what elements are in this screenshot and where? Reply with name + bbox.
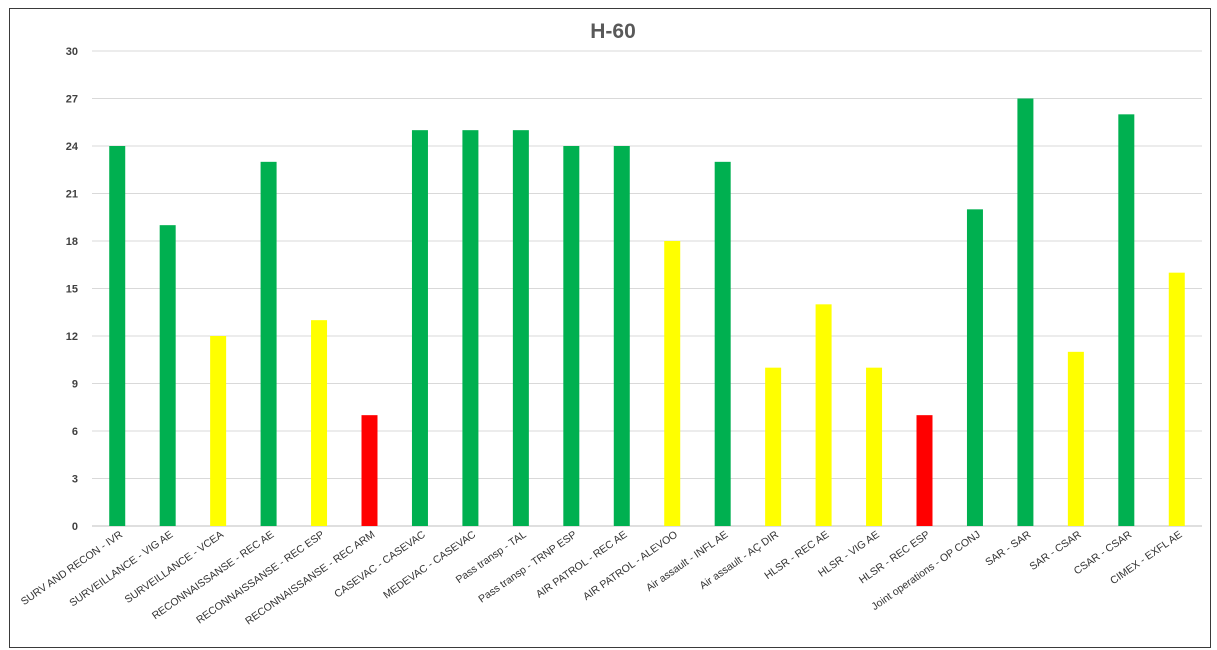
bars (109, 98, 1185, 527)
bar (1067, 351, 1084, 526)
chart-area: 0 3 6 9 12 15 18 21 24 27 30 SURV AND RECON - IVR S… (9, 8, 1211, 648)
bar (1017, 98, 1034, 526)
bar (765, 367, 782, 526)
y-tick-label: 3 (72, 474, 78, 486)
bar (866, 367, 883, 526)
y-tick-label: 12 (66, 331, 78, 343)
chart-title: H-60 (590, 20, 636, 43)
y-tick-label: 27 (66, 94, 78, 106)
bar-chart: 0 3 6 9 12 15 18 21 24 27 30 SURV AND RECON - IVRS… (19, 20, 1202, 627)
bar (1118, 114, 1135, 526)
y-tick-label: 6 (72, 426, 78, 438)
bar (916, 415, 933, 526)
x-tick-label: MEDEVAC - CASEVAC (381, 528, 478, 601)
x-tick-label: AIR PATROL - REC AE (534, 529, 630, 601)
y-tick-label: 9 (72, 379, 78, 391)
bar (664, 241, 681, 526)
bar (563, 146, 580, 526)
bar (714, 161, 731, 527)
bar (966, 209, 983, 527)
bar (815, 304, 832, 526)
bar (462, 130, 479, 526)
bar (361, 415, 378, 526)
y-axis-ticks: 0 3 6 9 12 15 18 21 24 27 30 (66, 46, 79, 533)
gridlines (92, 50, 1202, 527)
bar (311, 320, 328, 526)
x-tick-label: Air assault - INFL AE (644, 529, 730, 595)
x-tick-label: CASEVAC - CASEVAC (332, 528, 428, 600)
y-tick-label: 30 (66, 46, 78, 58)
bar (411, 130, 428, 526)
y-tick-label: 15 (66, 284, 78, 296)
bar (512, 130, 529, 526)
x-tick-label: AIR PATROL - ALEVOO (581, 529, 680, 603)
y-tick-label: 24 (66, 141, 79, 153)
y-tick-label: 18 (66, 236, 78, 248)
bar (1168, 272, 1185, 526)
x-tick-label: Pass transp - TRNP ESP (476, 529, 579, 606)
bar (260, 161, 277, 527)
bar (613, 146, 630, 526)
bar (159, 225, 176, 526)
x-tick-label: SAR - SAR (983, 528, 1033, 568)
y-tick-label: 21 (66, 189, 78, 201)
y-tick-label: 0 (72, 521, 78, 533)
bar (109, 146, 126, 526)
bar (210, 336, 227, 526)
